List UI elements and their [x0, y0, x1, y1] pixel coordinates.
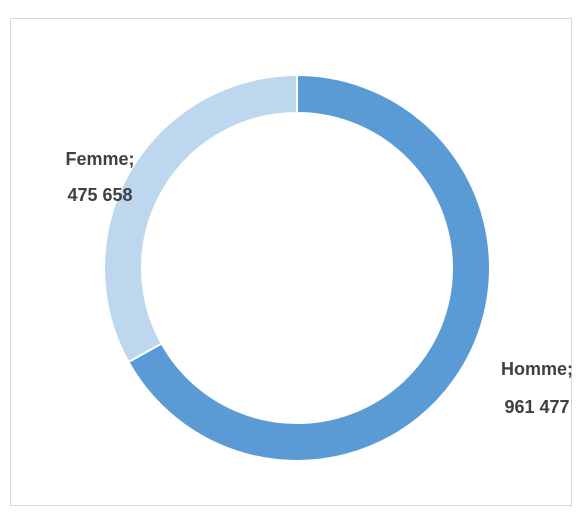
- donut-segment: [103, 73, 298, 364]
- donut-segment: [127, 73, 491, 462]
- data-label-category: Femme;: [65, 149, 134, 169]
- data-label-value: 961 477: [504, 397, 569, 417]
- data-label-value: 475 658: [67, 185, 132, 205]
- data-label-category: Homme;: [501, 359, 573, 379]
